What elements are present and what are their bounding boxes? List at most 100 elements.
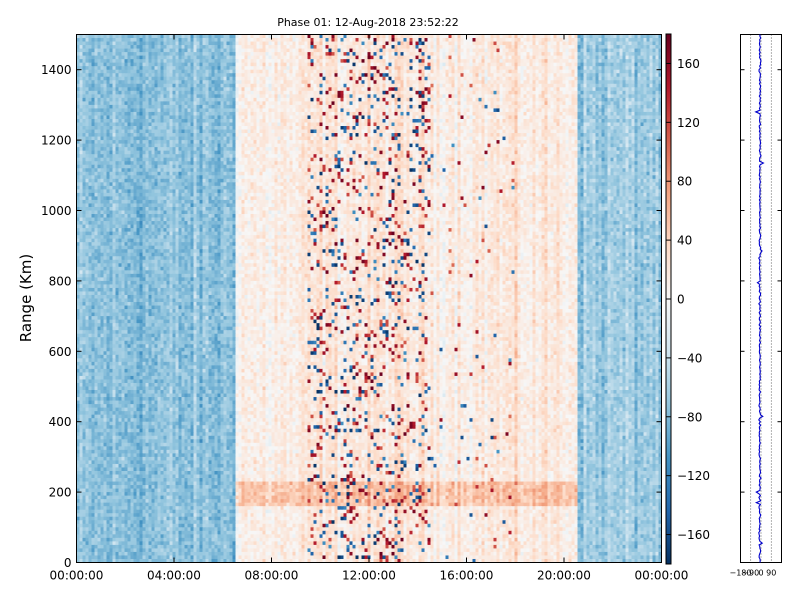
heatmap-cell (554, 77, 557, 81)
heatmap-cell (257, 70, 260, 74)
heatmap-cell (257, 87, 260, 91)
heatmap-cell (455, 45, 458, 49)
heatmap-cell (350, 73, 353, 77)
heatmap-cell (419, 56, 422, 60)
heatmap-cell (455, 77, 458, 81)
heatmap-cell (464, 59, 467, 63)
heatmap-cell (203, 66, 206, 70)
heatmap-cell (518, 108, 521, 112)
heatmap-cell (410, 98, 413, 102)
heatmap-cell (257, 108, 260, 112)
heatmap-cell (191, 63, 194, 67)
heatmap-cell (632, 87, 635, 91)
heatmap-cell (623, 101, 626, 105)
heatmap-cell (308, 98, 311, 102)
heatmap-cell (86, 42, 89, 46)
heatmap-cell (338, 112, 341, 116)
heatmap-cell (515, 94, 518, 98)
heatmap-cell (122, 91, 125, 95)
heatmap-cell (131, 80, 134, 84)
heatmap-cell (377, 56, 380, 60)
heatmap-cell (392, 49, 395, 53)
heatmap-cell (596, 59, 599, 63)
heatmap-cell (185, 101, 188, 105)
heatmap-cell (431, 84, 434, 88)
heatmap-cell (470, 35, 473, 39)
heatmap-cell (386, 49, 389, 53)
heatmap-cell (431, 94, 434, 98)
heatmap-cell (482, 38, 485, 42)
heatmap-cell (644, 84, 647, 88)
heatmap-cell (431, 42, 434, 46)
heatmap-cell (272, 56, 275, 60)
heatmap-cell (341, 45, 344, 49)
heatmap-cell (455, 59, 458, 63)
heatmap-cell (458, 42, 461, 46)
heatmap-cell (584, 66, 587, 70)
heatmap-cell (191, 66, 194, 70)
heatmap-cell (596, 35, 599, 39)
heatmap-cell (212, 98, 215, 102)
heatmap-cell (176, 84, 179, 88)
heatmap-cell (290, 105, 293, 109)
heatmap-cell (86, 105, 89, 109)
heatmap-cell (629, 52, 632, 56)
heatmap-cell (161, 42, 164, 46)
heatmap-cell (521, 101, 524, 105)
heatmap-cell (350, 84, 353, 88)
heatmap-cell (146, 101, 149, 105)
heatmap-cell (416, 73, 419, 77)
heatmap-cell (401, 108, 404, 112)
heatmap-cell (512, 84, 515, 88)
heatmap-cell (236, 35, 239, 39)
heatmap-cell (341, 56, 344, 60)
heatmap-cell (488, 112, 491, 116)
heatmap-cell (218, 87, 221, 91)
heatmap-cell (557, 105, 560, 109)
heatmap-cell (575, 35, 578, 39)
heatmap-cell (245, 70, 248, 74)
heatmap-cell (449, 63, 452, 67)
heatmap-cell (356, 87, 359, 91)
heatmap-cell (344, 66, 347, 70)
heatmap-cell (308, 45, 311, 49)
heatmap-cell (167, 112, 170, 116)
heatmap-cell (587, 87, 590, 91)
heatmap-cell (347, 66, 350, 70)
heatmap-cell (212, 84, 215, 88)
heatmap-cell (389, 52, 392, 56)
heatmap-cell (506, 101, 509, 105)
heatmap-cell (329, 105, 332, 109)
heatmap-cell (494, 101, 497, 105)
heatmap-cell (518, 73, 521, 77)
heatmap-cell (560, 105, 563, 109)
heatmap-cell (305, 59, 308, 63)
heatmap-cell (518, 49, 521, 53)
heatmap-cell (617, 91, 620, 95)
heatmap-cell (587, 45, 590, 49)
heatmap-cell (347, 94, 350, 98)
heatmap-cell (353, 42, 356, 46)
heatmap-cell (296, 45, 299, 49)
heatmap-cell (155, 38, 158, 42)
heatmap-cell (527, 73, 530, 77)
heatmap-cell (482, 70, 485, 74)
heatmap-cell (620, 101, 623, 105)
heatmap-cell (233, 98, 236, 102)
heatmap-cell (272, 98, 275, 102)
heatmap-cells (77, 35, 662, 563)
heatmap-cell (80, 35, 83, 39)
heatmap-cell (116, 84, 119, 88)
heatmap-cell (587, 66, 590, 70)
heatmap-cell (650, 56, 653, 60)
heatmap-cell (539, 56, 542, 60)
heatmap-cell (218, 101, 221, 105)
heatmap-cell (419, 94, 422, 98)
heatmap-cell (500, 42, 503, 46)
heatmap-cell (440, 108, 443, 112)
heatmap-cell (479, 38, 482, 42)
heatmap-cell (269, 98, 272, 102)
heatmap-cell (98, 45, 101, 49)
heatmap-cell (170, 42, 173, 46)
heatmap-cell (146, 73, 149, 77)
